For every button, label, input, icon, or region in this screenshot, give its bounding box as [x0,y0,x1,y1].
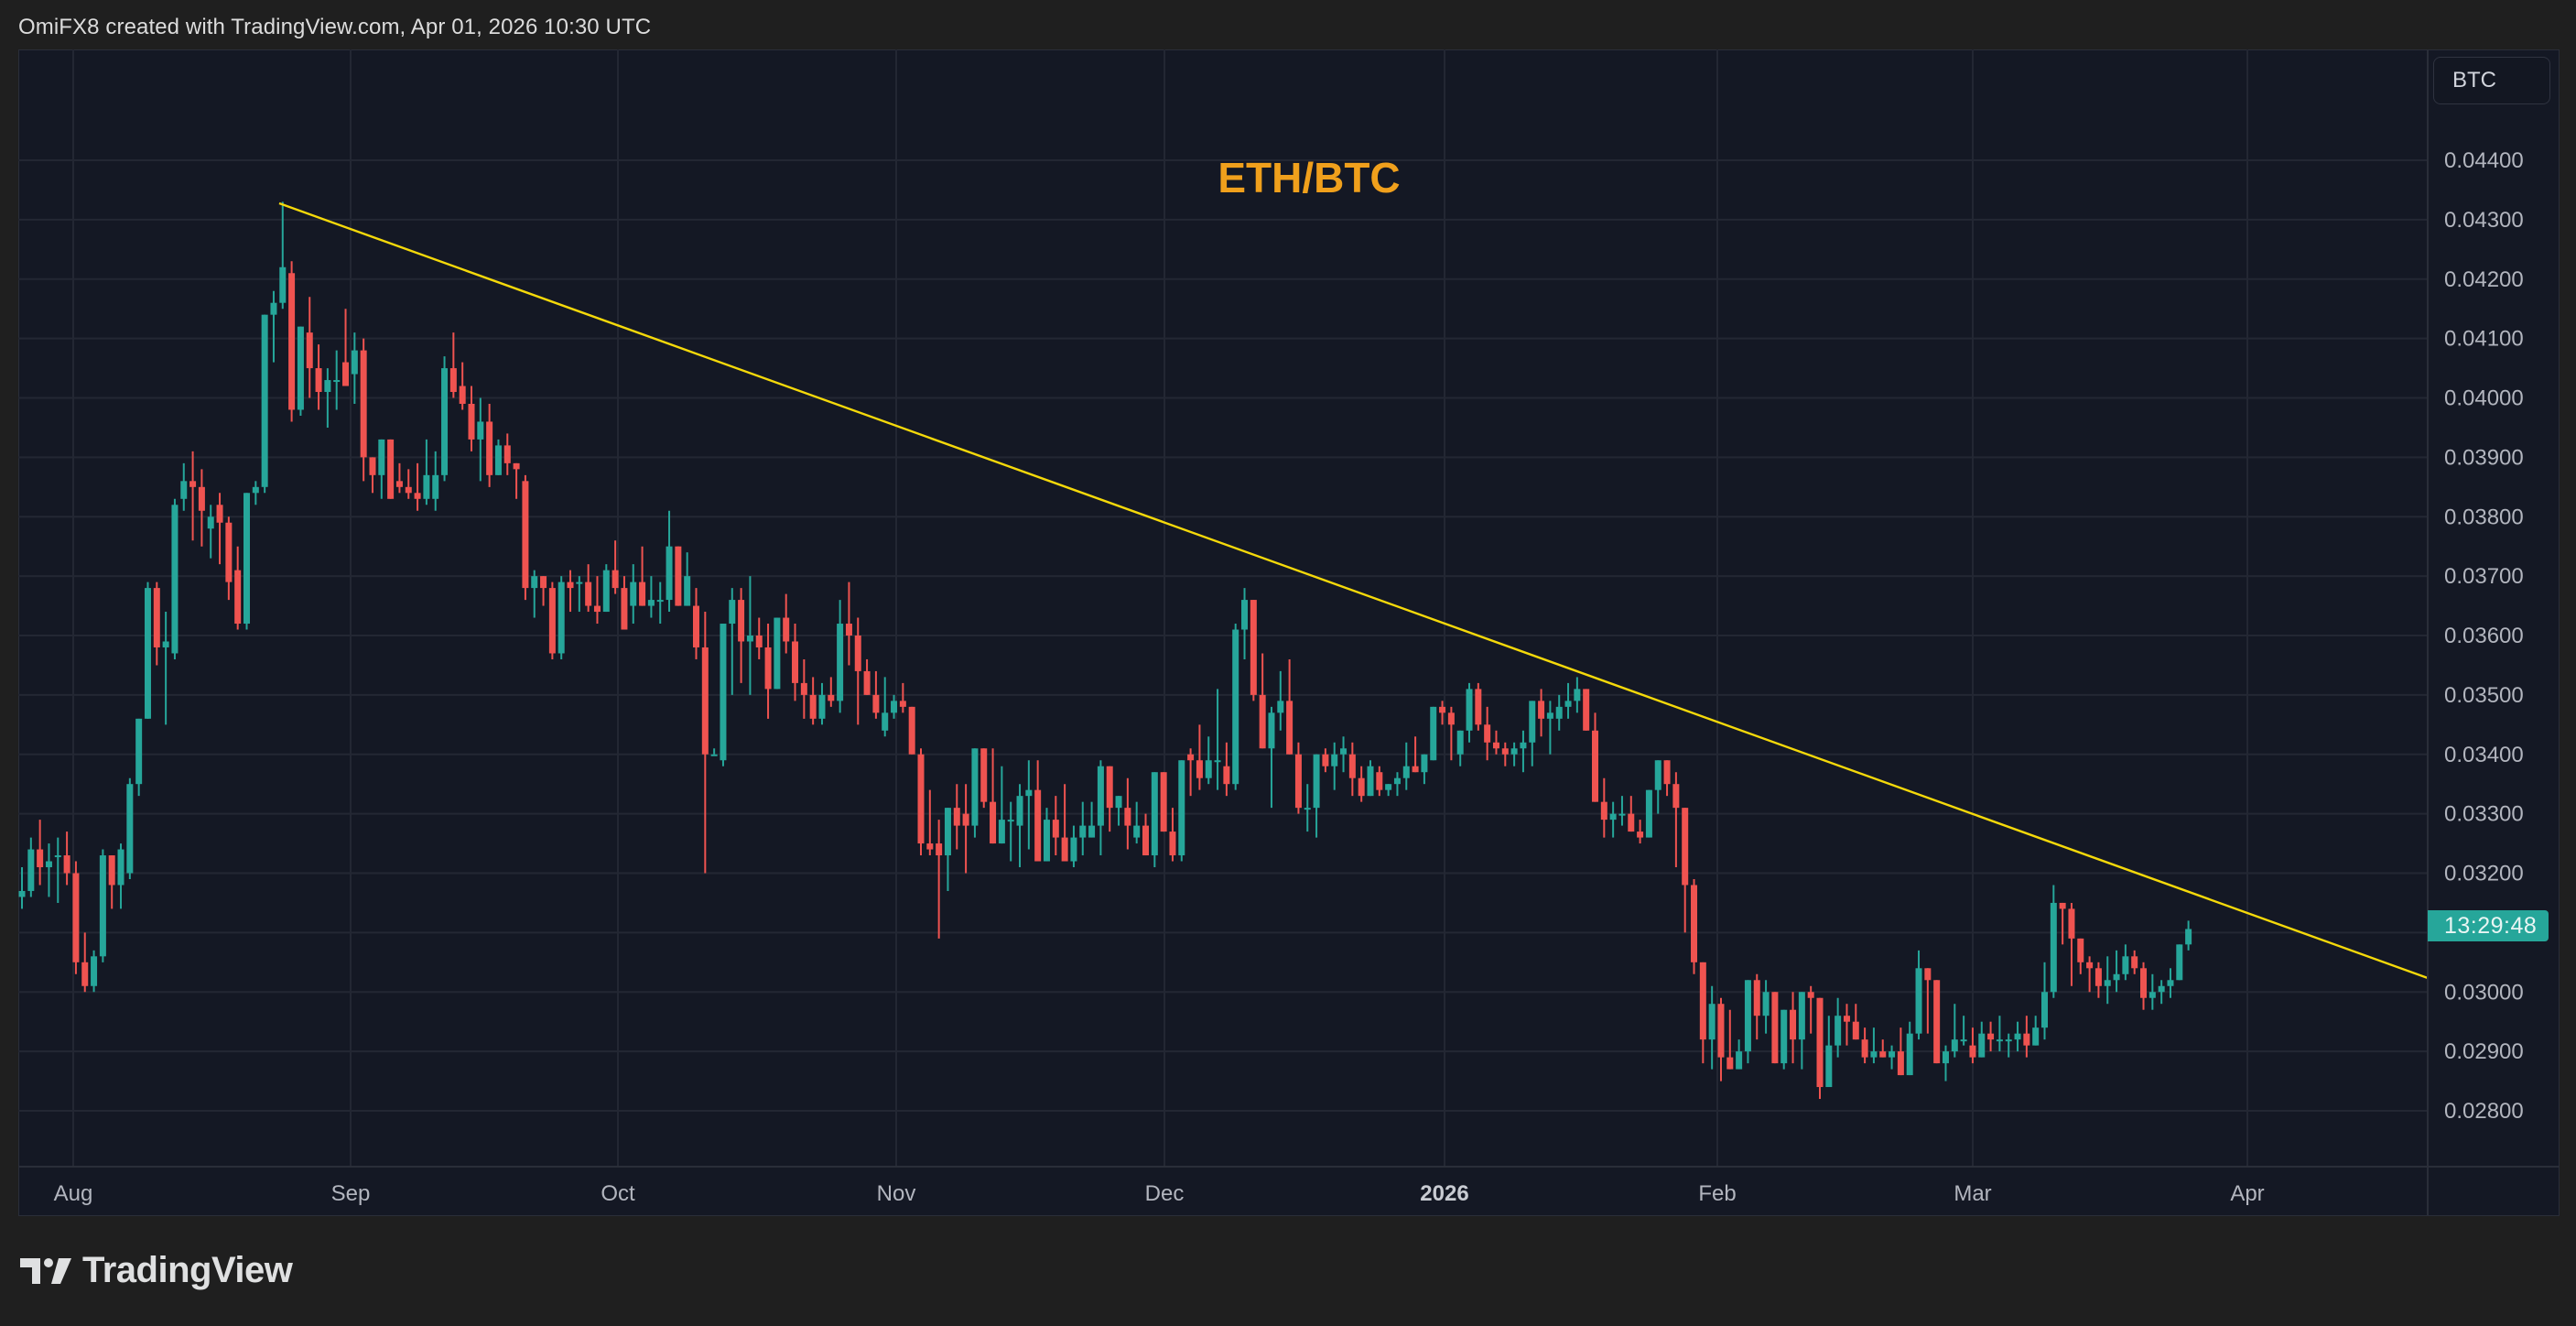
time-tick-label: Feb [1698,1181,1736,1206]
chart-title: ETH/BTC [1218,154,1400,201]
price-tick-label: 0.03900 [2444,445,2524,470]
price-axis[interactable]: 0.04400 0.04300 0.04200 0.04100 0.04000 0.039… [2444,148,2524,1124]
time-tick-label: Sep [331,1181,371,1206]
price-tick-label: 0.02800 [2444,1099,2524,1124]
price-tick-label: 0.03000 [2444,980,2524,1005]
price-tick-label: 0.03200 [2444,862,2524,886]
price-tick-label: 0.04200 [2444,267,2524,292]
chart-gridlines [18,49,2428,1167]
tradingview-wordmark: TradingView [82,1250,293,1290]
tradingview-logo-icon [20,1257,71,1284]
price-tick-label: 0.03400 [2444,743,2524,767]
candlestick-series [18,201,2192,1100]
time-axis[interactable]: Aug Sep Oct Nov Dec 2026 Feb Mar Apr [54,1181,2265,1206]
chart-attribution: OmiFX8 created with TradingView.com, Apr… [18,15,652,39]
time-tick-label: Aug [54,1181,93,1206]
time-tick-label: Nov [877,1181,916,1206]
chart-pane[interactable] [18,49,2560,1216]
price-tick-label: 0.03500 [2444,683,2524,708]
price-tick-label: 0.03600 [2444,624,2524,648]
time-tick-label: Apr [2230,1181,2264,1206]
time-tick-label: Dec [1145,1181,1185,1206]
time-tick-label: Oct [601,1181,635,1206]
price-tick-label: 0.03800 [2444,505,2524,529]
time-tick-label: 2026 [1420,1181,1468,1206]
price-tick-label: 0.04100 [2444,327,2524,352]
tradingview-logo[interactable]: TradingView [20,1250,293,1291]
price-tick-label: 0.04400 [2444,148,2524,173]
price-tick-label: 0.02900 [2444,1039,2524,1064]
bar-countdown-tag: 13:29:48 [2428,910,2549,941]
descending-trendline[interactable] [278,201,2429,980]
price-tick-label: 0.04300 [2444,208,2524,233]
price-tick-label: 0.03300 [2444,802,2524,827]
price-tick-label: 0.03700 [2444,564,2524,589]
price-tick-label: 0.04000 [2444,386,2524,411]
time-tick-label: Mar [1954,1181,1991,1206]
currency-unit-button[interactable]: BTC [2433,57,2550,104]
